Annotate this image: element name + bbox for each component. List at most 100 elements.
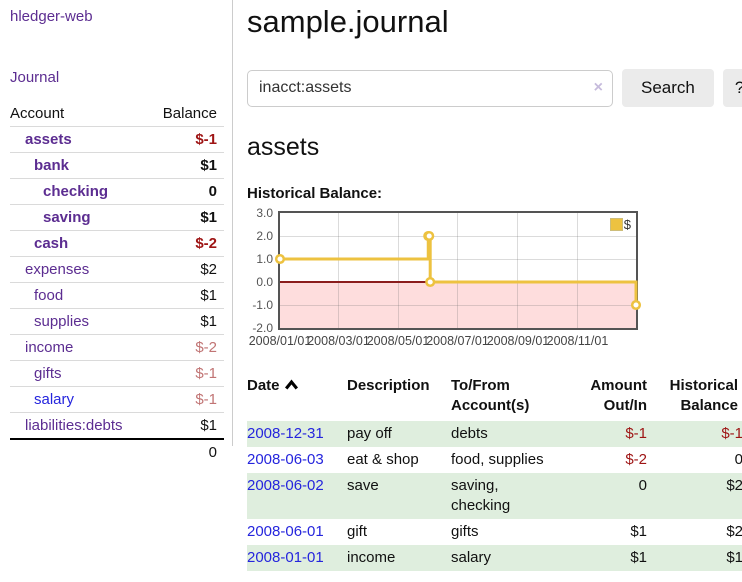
search-input[interactable] <box>247 69 613 107</box>
account-balance: $-1 <box>148 126 224 153</box>
transaction-date-link[interactable]: 2008-01-01 <box>247 549 324 566</box>
transaction-amount: $-2 <box>625 451 647 468</box>
gridline <box>338 213 340 328</box>
transaction-description: pay off <box>347 425 392 442</box>
main-content: sample.journal × Search ? assets Histori… <box>233 0 742 582</box>
transaction-date-link[interactable]: 2008-06-01 <box>247 523 324 540</box>
accounts-header-balance: Balance <box>162 105 217 122</box>
account-link-expenses[interactable]: expenses <box>25 261 90 278</box>
y-axis-tick-label: 1.0 <box>256 252 273 266</box>
gridline <box>397 213 399 328</box>
account-balance: 0 <box>148 178 224 205</box>
transaction-date-link[interactable]: 2008-06-03 <box>247 451 324 468</box>
header-date[interactable]: Date <box>247 374 347 421</box>
account-balance: $1 <box>148 282 224 309</box>
transaction-accounts: debts <box>451 425 488 442</box>
data-point-marker <box>425 276 436 288</box>
balance-line-series <box>274 230 642 311</box>
transaction-row: 2008-06-02 save saving, checking 0 $2 <box>247 473 742 519</box>
transaction-date-link[interactable]: 2008-06-02 <box>247 477 324 494</box>
data-point-marker <box>630 299 642 311</box>
legend-swatch-icon <box>609 218 623 231</box>
account-row: gifts $-1 <box>10 360 224 387</box>
account-link-food[interactable]: food <box>34 287 64 304</box>
chart-label: Historical Balance: <box>247 185 383 202</box>
y-axis-tick-label: 3.0 <box>256 206 273 220</box>
transaction-balance: $2 <box>726 523 742 540</box>
transaction-balance: $1 <box>726 549 742 566</box>
account-row: assets $-1 <box>10 126 224 153</box>
transactions-table: Date Description To/From Account(s) Amou… <box>247 374 742 571</box>
account-balance: $2 <box>148 256 224 283</box>
account-balance: $1 <box>148 152 224 179</box>
account-link-checking[interactable]: checking <box>43 183 109 200</box>
account-link-supplies[interactable]: supplies <box>34 313 90 330</box>
transaction-date-link[interactable]: 2008-12-31 <box>247 425 324 442</box>
accounts-total-value: 0 <box>10 438 224 465</box>
gridline <box>280 258 636 260</box>
account-row: checking 0 <box>10 178 224 205</box>
account-balance: $-2 <box>148 230 224 257</box>
account-balance: $1 <box>148 204 224 231</box>
search-button[interactable]: Search <box>622 69 714 107</box>
account-link-assets[interactable]: assets <box>25 131 72 148</box>
transaction-row: 2008-06-03 eat & shop food, supplies $-2 0 <box>247 447 742 473</box>
account-link-cash[interactable]: cash <box>34 235 69 252</box>
search-box: × <box>247 69 613 107</box>
account-link-liabilities-debts[interactable]: liabilities:debts <box>25 417 123 434</box>
transaction-accounts: food, supplies <box>451 451 544 468</box>
x-axis-tick-label: 2008/05/01 <box>366 334 430 348</box>
account-row: liabilities:debts $1 <box>10 412 224 439</box>
header-amount: Amount Out/In <box>590 377 647 414</box>
x-axis-tick-label: 2008/11/01 <box>546 334 609 348</box>
clear-search-icon[interactable]: × <box>593 78 603 96</box>
gridline <box>576 213 578 328</box>
account-link-gifts[interactable]: gifts <box>34 365 62 382</box>
legend-label: $ <box>623 217 631 232</box>
account-link-income[interactable]: income <box>25 339 74 356</box>
transaction-balance: $2 <box>726 477 742 494</box>
transaction-row: 2008-12-31 pay off debts $-1 $-1 <box>247 421 742 447</box>
account-row: expenses $2 <box>10 256 224 283</box>
account-link-bank[interactable]: bank <box>34 157 70 174</box>
historical-balance-chart: $ 3.0 2.0 1.0 0.0 -1.0 -2.0 2008/01/01 2008/03/… <box>247 206 687 353</box>
accounts-table: Account Balance assets $-1 bank $1 checking 0… <box>10 101 224 465</box>
transaction-amount: $1 <box>630 523 647 540</box>
account-row: income $-2 <box>10 334 224 361</box>
x-axis-tick-label: 2008/07/01 <box>426 334 489 348</box>
help-button[interactable]: ? <box>722 69 742 107</box>
y-axis-tick-label: -2.0 <box>252 321 273 335</box>
transaction-description: eat & shop <box>347 451 419 468</box>
y-axis-tick-label: 2.0 <box>256 229 273 243</box>
chart-plot-area: $ <box>274 211 642 330</box>
y-axis-tick-label: -1.0 <box>252 298 273 312</box>
sort-ascending-icon <box>284 379 298 390</box>
header-description: Description <box>347 377 430 394</box>
transaction-description: income <box>347 549 396 566</box>
transaction-balance: 0 <box>734 451 742 468</box>
transaction-accounts: salary <box>451 549 492 566</box>
account-link-salary[interactable]: salary <box>34 391 75 408</box>
accounts-total-row: 0 <box>10 438 224 465</box>
transaction-description: gift <box>347 523 368 540</box>
transaction-row: 2008-06-01 gift gifts $1 $2 <box>247 519 742 545</box>
nav-journal-link[interactable]: Journal <box>10 69 60 86</box>
account-page-title: assets <box>247 133 320 161</box>
gridline <box>280 304 636 306</box>
sidebar: hledger-web Journal Account Balance asse… <box>0 0 233 465</box>
account-balance: $-1 <box>148 360 224 387</box>
data-point-marker <box>274 253 286 265</box>
page-title: sample.journal <box>247 4 449 39</box>
header-accounts: To/From Account(s) <box>451 377 530 414</box>
account-balance: $-1 <box>148 386 224 413</box>
accounts-header-row: Account Balance <box>10 101 224 127</box>
accounts-header-account: Account <box>10 105 65 122</box>
x-axis-tick-label: 2008/03/01 <box>307 334 370 348</box>
gridline <box>280 235 636 237</box>
account-link-saving[interactable]: saving <box>43 209 91 226</box>
transaction-amount: $-1 <box>625 425 647 442</box>
brand-link[interactable]: hledger-web <box>10 8 93 25</box>
transaction-accounts: gifts <box>451 523 479 540</box>
transaction-accounts: saving, checking <box>451 477 511 514</box>
account-row: saving $1 <box>10 204 224 231</box>
